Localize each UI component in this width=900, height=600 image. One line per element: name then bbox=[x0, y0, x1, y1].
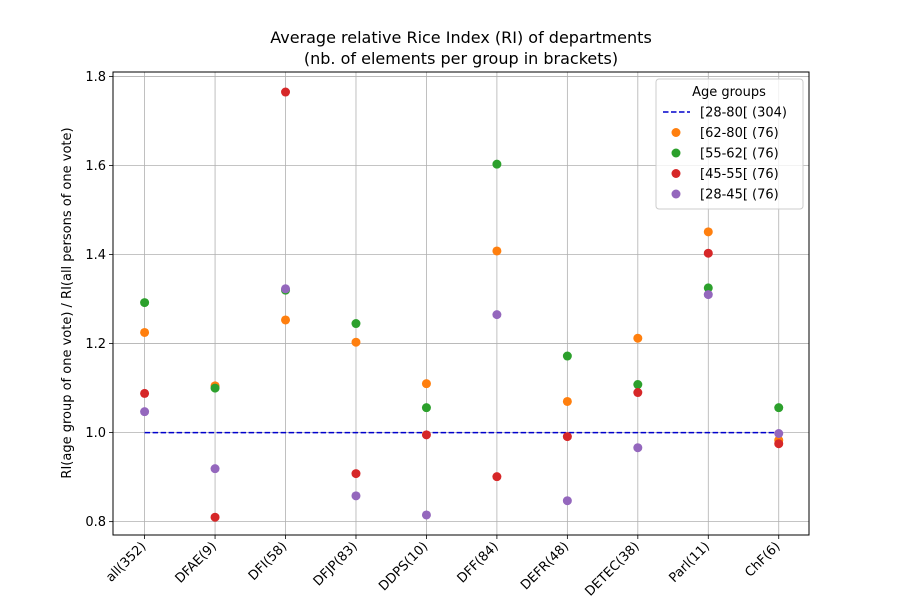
x-tick-label: DFF(84) bbox=[455, 539, 502, 586]
x-tick-label: DFJP(83) bbox=[311, 539, 361, 589]
data-point bbox=[421, 430, 431, 440]
data-point bbox=[633, 380, 643, 390]
legend-label: [62-80[ (76) bbox=[700, 126, 779, 141]
data-point bbox=[210, 383, 220, 393]
data-point bbox=[492, 246, 502, 256]
y-tick-label: 0.8 bbox=[85, 515, 106, 530]
legend-dot-marker bbox=[671, 148, 681, 158]
legend: Age groups [28-80[ (304) [62-80[ (76) [55-… bbox=[655, 78, 804, 210]
grid bbox=[113, 72, 809, 535]
legend-label: [28-80[ (304) bbox=[700, 106, 787, 121]
data-point bbox=[140, 327, 150, 337]
data-point bbox=[774, 439, 784, 449]
data-point bbox=[351, 469, 361, 479]
legend-items: [28-80[ (304) [62-80[ (76) [55-62[ (76) [45… bbox=[663, 106, 787, 203]
legend-dot-marker bbox=[671, 189, 681, 199]
data-point bbox=[774, 428, 784, 438]
data-point bbox=[562, 351, 572, 361]
y-tick-label: 1.4 bbox=[85, 248, 106, 263]
data-point bbox=[210, 464, 220, 474]
legend-label: [28-45[ (76) bbox=[700, 188, 779, 203]
data-point bbox=[281, 315, 291, 325]
legend-dot-marker bbox=[671, 128, 681, 137]
data-point bbox=[421, 379, 431, 389]
data-point bbox=[633, 443, 643, 453]
data-point bbox=[633, 388, 643, 398]
y-axis-label: RI(age group of one vote) / RI(all perso… bbox=[60, 127, 75, 478]
data-point bbox=[562, 496, 572, 506]
legend-label: [45-55[ (76) bbox=[700, 167, 779, 182]
data-point bbox=[703, 290, 713, 300]
x-tick-label: Parl(11) bbox=[667, 539, 714, 586]
data-point bbox=[281, 284, 291, 294]
legend-box bbox=[655, 78, 804, 210]
data-point bbox=[774, 403, 784, 413]
x-tick-label: ChF(6) bbox=[742, 539, 783, 580]
x-axis-ticks: all(352) DFAE(9) DFI(58) DFJP(83) DDPS(10) DF… bbox=[103, 535, 784, 599]
legend-label: [55-62[ (76) bbox=[700, 147, 779, 162]
data-point bbox=[421, 403, 431, 413]
x-tick-label: DFI(58) bbox=[246, 539, 291, 584]
y-tick-label: 1.6 bbox=[85, 159, 106, 174]
data-point bbox=[633, 333, 643, 343]
x-tick-label: DDPS(10) bbox=[376, 539, 431, 594]
data-points bbox=[140, 87, 784, 522]
x-tick-label: DFAE(9) bbox=[173, 539, 220, 586]
data-point bbox=[492, 472, 502, 482]
y-tick-label: 1.0 bbox=[85, 426, 106, 441]
data-point bbox=[703, 283, 713, 293]
data-point bbox=[140, 407, 150, 417]
data-point bbox=[210, 512, 220, 522]
data-point bbox=[562, 396, 572, 406]
plot-frame bbox=[112, 71, 810, 536]
x-tick-label: DEFR(48) bbox=[518, 539, 572, 593]
data-point bbox=[351, 337, 361, 347]
y-tick-label: 1.2 bbox=[85, 337, 106, 352]
x-tick-label: DETEC(38) bbox=[582, 539, 642, 599]
data-point bbox=[140, 298, 150, 308]
data-point bbox=[140, 388, 150, 398]
data-point bbox=[351, 319, 361, 329]
data-point bbox=[703, 248, 713, 258]
chart-title-line-1: Average relative Rice Index (RI) of depa… bbox=[270, 28, 652, 47]
data-point bbox=[562, 432, 572, 442]
x-tick-label: all(352) bbox=[103, 539, 149, 585]
legend-dot-marker bbox=[671, 169, 681, 178]
y-axis-ticks: 0.8 1.0 1.2 1.4 1.6 1.8 bbox=[85, 70, 113, 530]
data-point bbox=[703, 227, 713, 237]
data-point bbox=[281, 87, 291, 97]
data-point bbox=[421, 510, 431, 520]
data-point bbox=[492, 159, 502, 169]
data-point bbox=[351, 491, 361, 501]
data-point bbox=[492, 310, 502, 320]
legend-title: Age groups bbox=[692, 85, 766, 100]
y-tick-label: 1.8 bbox=[85, 70, 106, 85]
chart-title-line-2: (nb. of elements per group in brackets) bbox=[304, 49, 618, 68]
